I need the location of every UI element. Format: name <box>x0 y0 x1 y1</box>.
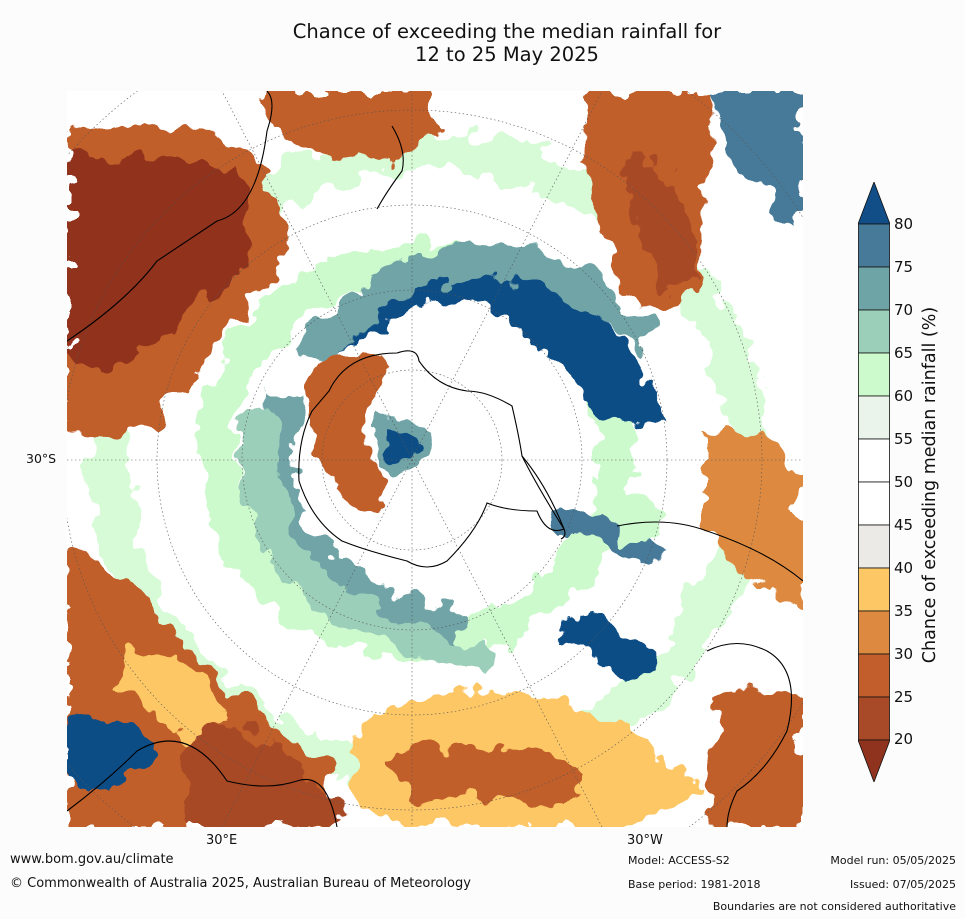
colorbar <box>857 180 891 784</box>
colorbar-tick-30: 30 <box>894 645 914 663</box>
antarctica-coastline <box>298 350 565 568</box>
colorbar-tick-25: 25 <box>894 688 914 706</box>
south-america-coastline <box>616 521 803 827</box>
title-line-2: 12 to 25 May 2025 <box>415 43 599 66</box>
colorbar-bin-45-50 <box>858 481 890 526</box>
colorbar-tick-50: 50 <box>894 473 914 491</box>
colorbar-tick-45: 45 <box>894 516 914 534</box>
colorbar-bin-40-45 <box>858 524 890 569</box>
title-line-1: Chance of exceeding the median rainfall … <box>292 20 722 43</box>
colorbar-tick-55: 55 <box>894 430 914 448</box>
colorbar-tick-40: 40 <box>894 559 914 577</box>
coastlines <box>67 91 803 827</box>
colorbar-top-arrow <box>857 180 891 225</box>
footer-model-run: Model run: 05/05/2025 <box>830 854 956 867</box>
rainfall-fields <box>67 91 803 827</box>
colorbar-bin-35-40 <box>858 567 890 612</box>
footer-website: www.bom.gov.au/climate <box>10 852 174 867</box>
colorbar-bin-70-75 <box>858 266 890 311</box>
africa-coastline <box>67 91 273 342</box>
colorbar-bin-65-70 <box>858 309 890 354</box>
colorbar-tick-75: 75 <box>894 258 914 276</box>
antarctic-peninsula-coastline <box>521 455 566 540</box>
graticule <box>67 91 803 827</box>
new-zealand-coastline <box>376 125 404 210</box>
colorbar-tick-60: 60 <box>894 387 914 405</box>
footer-issued: Issued: 07/05/2025 <box>849 878 956 891</box>
colorbar-bin-25-30 <box>858 653 890 698</box>
colorbar-tick-80: 80 <box>894 215 914 233</box>
footer-copyright: © Commonwealth of Australia 2025, Austra… <box>10 876 471 891</box>
rainfall-probability-map <box>67 91 803 827</box>
colorbar-tick-35: 35 <box>894 602 914 620</box>
footer-base-period: Base period: 1981-2018 <box>628 878 761 891</box>
australia-coastline <box>67 740 338 827</box>
colorbar-bin-60-65 <box>858 352 890 397</box>
colorbar-bin-50-55 <box>858 438 890 483</box>
colorbar-tick-70: 70 <box>894 301 914 319</box>
colorbar-svg <box>857 180 891 784</box>
colorbar-bin-75-80 <box>858 223 890 268</box>
map-title: Chance of exceeding the median rainfall … <box>0 20 965 66</box>
colorbar-label: Chance of exceeding median rainfall (%) <box>920 306 940 664</box>
colorbar-bin-30-35 <box>858 610 890 655</box>
colorbar-tick-65: 65 <box>894 344 914 362</box>
map-svg <box>67 91 803 827</box>
colorbar-bottom-arrow <box>857 739 891 784</box>
colorbar-tick-20: 20 <box>894 730 914 748</box>
footer-disclaimer: Boundaries are not considered authoritat… <box>712 900 956 913</box>
footer-model: Model: ACCESS-S2 <box>628 854 730 867</box>
colorbar-bin-20-25 <box>858 696 890 741</box>
colorbar-bin-55-60 <box>858 395 890 440</box>
lon-label-30w: 30°W <box>627 833 663 848</box>
lat-label-30s: 30°S <box>26 451 57 466</box>
lon-label-30e: 30°E <box>206 833 238 848</box>
